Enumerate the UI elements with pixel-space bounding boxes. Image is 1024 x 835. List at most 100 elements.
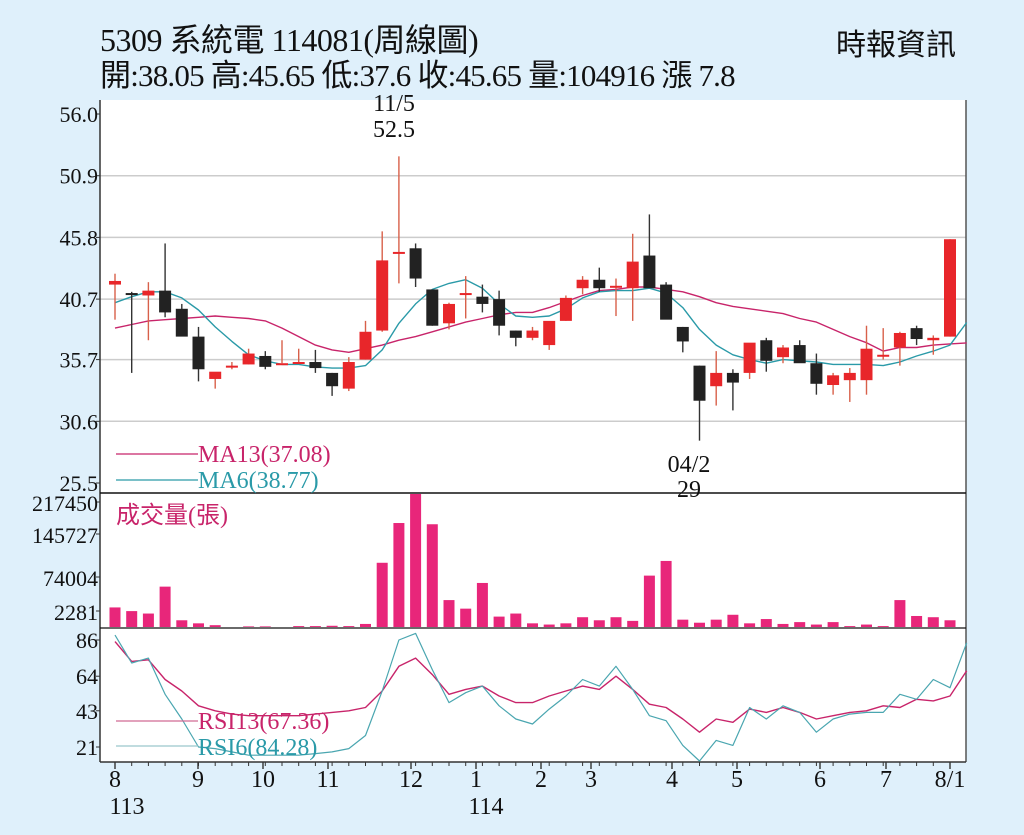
candle-body [443, 303, 455, 324]
high-annotation-date: 11/5 [373, 91, 415, 117]
high-annotation-value: 52.5 [373, 117, 415, 143]
x-tick-label: 10 [251, 767, 275, 793]
x-tick-label: 8/1 [935, 767, 966, 793]
volume-bar [343, 626, 355, 627]
x-tick-label: 9 [192, 767, 204, 793]
candle-body [626, 261, 639, 289]
volume-bar [894, 600, 906, 627]
volume-bar [159, 586, 171, 627]
candle-body [643, 255, 656, 289]
volume-bar [944, 620, 956, 627]
x-year-label: 113 [109, 794, 144, 820]
ma13-polyline [114, 286, 967, 353]
rsi6-line [114, 632, 968, 762]
candle-body [526, 330, 539, 338]
ma6-line [114, 279, 968, 369]
chart-title: 5309 系統電 114081(周線圖) [100, 22, 479, 58]
y-tick-label: 217450 [32, 491, 98, 516]
candle-body [392, 251, 405, 254]
candle-body [676, 326, 689, 342]
volume-bar [827, 622, 839, 627]
x-tick-label: 4 [666, 767, 678, 793]
x-tick-label: 1 [470, 767, 482, 793]
volume-bar [360, 623, 371, 627]
candle-body [927, 337, 940, 341]
y-tick-label: 56.0 [60, 102, 99, 127]
volume-bar [844, 626, 856, 627]
volume-bar [677, 619, 689, 627]
candle-body [276, 363, 288, 366]
candle-body [543, 320, 556, 346]
candle-body [342, 362, 355, 389]
candle-body [593, 279, 606, 289]
candle-body [576, 279, 589, 289]
volume-bar [209, 625, 221, 627]
volume-bar [393, 523, 405, 627]
volume-bar [309, 626, 321, 627]
candle-body [877, 354, 890, 357]
volume-bar [426, 524, 438, 627]
volume-bar [593, 620, 605, 627]
volume-bar [543, 624, 555, 627]
rsi6-polyline [114, 632, 968, 762]
candle-body [225, 365, 238, 368]
y-tick-label: 30.6 [60, 409, 99, 434]
volume-bars [109, 494, 956, 627]
volume-bar [126, 611, 138, 627]
candle-body [326, 372, 339, 387]
candlesticks [109, 156, 956, 441]
volume-bar [627, 620, 639, 627]
volume-bar [760, 619, 772, 627]
ma13-line [114, 286, 967, 353]
ohlc-summary: 開:38.05 高:45.65 低:37.6 收:45.65 量:104916 … [100, 58, 736, 93]
candle-body [459, 293, 472, 296]
volume-bar [643, 575, 655, 627]
candle-body [910, 328, 923, 340]
candle-body [192, 336, 205, 370]
volume-bar [293, 626, 305, 627]
y-tick-label: 2281 [54, 600, 98, 625]
volume-bar [109, 607, 121, 627]
ma13-legend-label: MA13(37.08) [198, 442, 331, 468]
candle-body [777, 347, 789, 358]
volume-bar [259, 626, 271, 627]
y-tick-label: 64 [76, 664, 98, 689]
rsi13-legend-label: RSI13(67.36) [198, 709, 329, 735]
candle-body [409, 248, 422, 279]
candle-body [292, 362, 305, 365]
x-year-label: 114 [468, 794, 503, 820]
volume-bar [810, 624, 822, 627]
candle-body [860, 348, 873, 381]
x-tick-label: 8 [109, 767, 121, 793]
x-tick-label: 11 [316, 767, 339, 793]
candle-body [843, 372, 856, 381]
candle-body [209, 371, 222, 379]
x-tick-label: 6 [814, 767, 826, 793]
candle-body [760, 340, 773, 361]
y-tick-label: 21 [76, 735, 98, 760]
ma6-legend-label: MA6(38.77) [198, 468, 319, 494]
candle-body [242, 353, 255, 365]
volume-bar [577, 617, 589, 627]
volume-bar [794, 622, 806, 627]
volume-bar [710, 619, 722, 627]
candle-body [259, 355, 272, 367]
candle-body [793, 345, 806, 364]
price-grid [100, 174, 966, 423]
x-tick-label: 5 [731, 767, 743, 793]
candle-body [476, 296, 489, 304]
candle-body [109, 280, 121, 285]
y-tick-label: 74004 [43, 566, 98, 591]
volume-bar [861, 624, 872, 627]
price-y-axis: 56.0 50.9 45.8 40.7 35.7 30.6 25.5 [60, 102, 100, 496]
volume-bar [610, 617, 622, 627]
x-tick-label: 12 [399, 767, 423, 793]
volume-bar [510, 613, 522, 627]
x-tick-label: 3 [585, 767, 597, 793]
candle-body [376, 260, 389, 331]
y-tick-label: 45.8 [60, 225, 99, 250]
candle-body [175, 308, 188, 337]
volume-bar [243, 626, 255, 627]
